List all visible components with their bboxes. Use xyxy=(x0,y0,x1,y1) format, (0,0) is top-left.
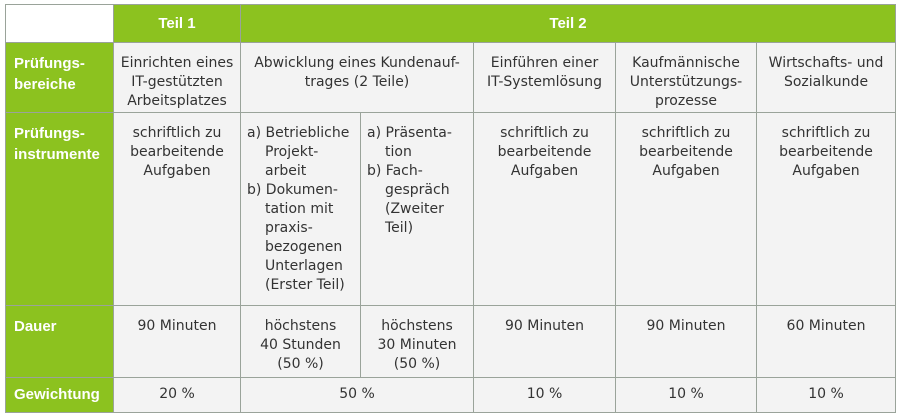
cell-bereich-it-systemloesung: Einführen einer IT-Systemlösung xyxy=(473,42,616,114)
exam-structure-table-wrapper: Teil 1 Teil 2 Prüfungs- bereiche Einrich… xyxy=(5,3,897,414)
teil1-header: Teil 1 xyxy=(113,3,241,44)
cell-bereich-teil1: Einrichten eines IT-gestützten Arbeitspl… xyxy=(113,42,241,114)
cell-instrument-projektarbeit: a) Betriebliche Projekt- arbeit b) Dokum… xyxy=(240,112,361,306)
cell-bereich-kaufmaennisch: Kaufmännische Unterstützungs- prozesse xyxy=(615,42,757,114)
cell-bereich-kundenauftrag: Abwicklung eines Kundenauf- trages (2 Te… xyxy=(240,42,474,114)
cell-gewichtung-wiso: 10 % xyxy=(755,376,897,414)
cell-dauer-teil1: 90 Minuten xyxy=(113,304,241,378)
cell-instrument-it-systemloesung: schriftlich zu bearbeitende Aufgaben xyxy=(473,112,616,306)
row-label-pruefungsbereiche: Prüfungs- bereiche xyxy=(5,42,114,114)
header-row: Teil 1 Teil 2 xyxy=(5,3,897,44)
row-label-dauer: Dauer xyxy=(5,304,114,378)
row-pruefungsbereiche: Prüfungs- bereiche Einrichten eines IT-g… xyxy=(5,42,897,114)
cell-dauer-praesentation: höchstens 30 Minuten (50 %) xyxy=(360,304,474,378)
row-pruefungsinstrumente: Prüfungs- instrumente schriftlich zu bea… xyxy=(5,112,897,306)
cell-instrument-praesentation: a) Präsenta- tion b) Fach- gespräch (Zwe… xyxy=(360,112,474,306)
cell-gewichtung-teil1: 20 % xyxy=(113,376,241,414)
teil2-header: Teil 2 xyxy=(239,3,897,44)
cell-instrument-teil1: schriftlich zu bearbeitende Aufgaben xyxy=(113,112,241,306)
row-label-pruefungsinstrumente: Prüfungs- instrumente xyxy=(5,112,114,306)
cell-instrument-kaufmaennisch: schriftlich zu bearbeitende Aufgaben xyxy=(615,112,757,306)
cell-gewichtung-kaufmaennisch: 10 % xyxy=(615,376,757,414)
corner-cell xyxy=(5,3,114,44)
cell-dauer-projektarbeit: höchstens 40 Stunden (50 %) xyxy=(240,304,361,378)
row-gewichtung: Gewichtung 20 % 50 % 10 % 10 % 10 % xyxy=(5,376,897,414)
cell-dauer-kaufmaennisch: 90 Minuten xyxy=(615,304,757,378)
row-dauer: Dauer 90 Minuten höchstens 40 Stunden (5… xyxy=(5,304,897,378)
cell-bereich-wiso: Wirtschafts- und Sozialkunde xyxy=(755,42,897,114)
row-label-gewichtung: Gewichtung xyxy=(5,376,114,414)
exam-structure-table: Teil 1 Teil 2 Prüfungs- bereiche Einrich… xyxy=(5,3,897,414)
cell-gewichtung-kundenauftrag: 50 % xyxy=(240,376,474,414)
cell-dauer-wiso: 60 Minuten xyxy=(755,304,897,378)
cell-instrument-wiso: schriftlich zu bearbeitende Aufgaben xyxy=(755,112,897,306)
cell-dauer-it-systemloesung: 90 Minuten xyxy=(473,304,616,378)
cell-gewichtung-it-systemloesung: 10 % xyxy=(473,376,616,414)
